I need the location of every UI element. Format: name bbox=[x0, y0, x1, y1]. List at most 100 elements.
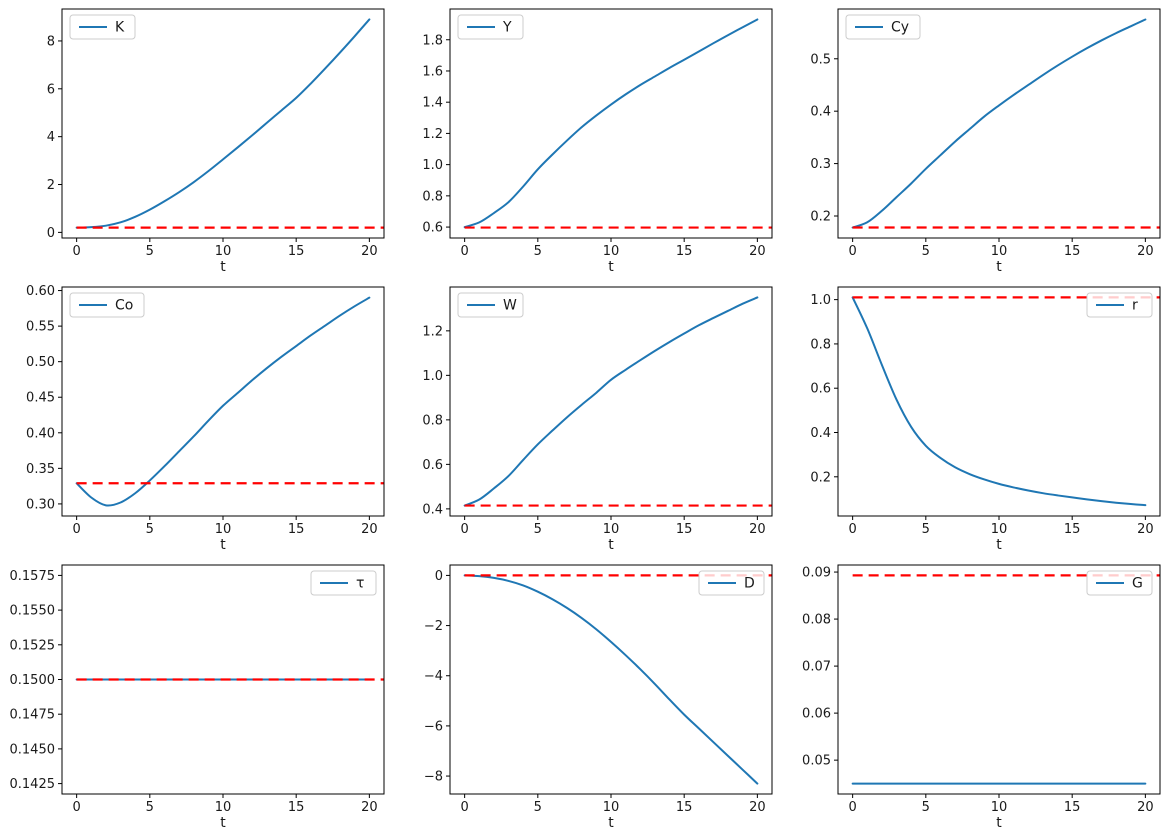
x-tick-label: 15 bbox=[288, 244, 305, 259]
y-tick-label: 0.1525 bbox=[10, 638, 56, 653]
y-tick-label: 0.60 bbox=[26, 284, 55, 299]
x-tick-label: 20 bbox=[749, 244, 766, 259]
x-tick-label: 5 bbox=[534, 244, 542, 259]
y-tick-label: 0.45 bbox=[26, 391, 55, 406]
legend-label: r bbox=[1132, 298, 1138, 314]
x-tick-label: 0 bbox=[848, 522, 856, 537]
legend-D: D bbox=[698, 570, 765, 596]
legend-Y: Y bbox=[457, 14, 524, 40]
legend-label: Cy bbox=[891, 20, 909, 36]
y-tick-label: 0.55 bbox=[26, 320, 55, 335]
x-axis-label: t bbox=[996, 259, 1002, 275]
subplot-Co: 0 5 10 15 20 0.30 0.35 0.40 0.45 0.50 0.55 0.60 t Co bbox=[0, 278, 388, 556]
y-tick-label: 0.09 bbox=[802, 566, 831, 581]
x-tick-label: 15 bbox=[676, 522, 693, 537]
y-tick-label: 0.50 bbox=[26, 355, 55, 370]
x-tick-label: 0 bbox=[72, 244, 80, 259]
plot-svg-tau: 0 5 10 15 200.14250.14500.14750.15000.15250.… bbox=[10, 564, 385, 831]
x-tick-label: 20 bbox=[749, 522, 766, 537]
plot-svg-Cy: 0 5 10 15 20 0.2 0.3 0.4 0.5 t Cy bbox=[810, 8, 1161, 275]
plot-svg-Co: 0 5 10 15 20 0.30 0.35 0.40 0.45 0.50 0.55 0.60 t Co bbox=[26, 284, 385, 553]
axes-spines bbox=[449, 8, 773, 239]
legend-r: r bbox=[1086, 292, 1153, 318]
series-line-Co bbox=[75, 296, 371, 507]
y-tick-label: 0.2 bbox=[810, 209, 831, 224]
x-tick-label: 15 bbox=[676, 244, 693, 259]
legend-label: τ bbox=[356, 576, 364, 592]
series-line-W bbox=[463, 296, 759, 507]
x-tick-label: 0 bbox=[460, 522, 468, 537]
y-tick-label: 0.8 bbox=[422, 189, 443, 204]
subplot-W: 0 5 10 15 20 0.4 0.6 0.8 1.0 1.2 t W bbox=[388, 278, 776, 556]
y-tick-label: −2 bbox=[424, 619, 443, 634]
x-tick-label: 5 bbox=[922, 800, 930, 815]
legend-label: Y bbox=[502, 20, 512, 36]
y-axis-ticks: 0 2 4 6 8 bbox=[47, 34, 62, 241]
y-tick-label: −8 bbox=[424, 770, 443, 785]
y-tick-label: 0.1425 bbox=[10, 777, 56, 792]
x-tick-label: 0 bbox=[72, 800, 80, 815]
legend-tau: τ bbox=[310, 570, 377, 596]
x-axis-label: t bbox=[608, 259, 614, 275]
series-line-K bbox=[75, 18, 371, 229]
y-tick-label: 0.35 bbox=[26, 462, 55, 477]
y-tick-label: 0.1450 bbox=[10, 742, 56, 757]
x-tick-label: 10 bbox=[215, 522, 232, 537]
plot-svg-G: 0 5 10 15 20 0.05 0.06 0.07 0.08 0.09 t G bbox=[802, 564, 1161, 831]
y-tick-label: 0.5 bbox=[810, 52, 831, 67]
y-tick-label: 0.30 bbox=[26, 497, 55, 512]
y-tick-label: 1.0 bbox=[810, 293, 831, 308]
x-tick-label: 20 bbox=[1137, 244, 1154, 259]
x-tick-label: 10 bbox=[215, 800, 232, 815]
y-tick-label: 0 bbox=[435, 569, 443, 584]
y-tick-label: 0.1475 bbox=[10, 708, 56, 723]
y-tick-label: 0.8 bbox=[810, 337, 831, 352]
subplot-r: 0 5 10 15 20 0.2 0.4 0.6 0.8 1.0 t r bbox=[776, 278, 1163, 556]
series-line-D bbox=[463, 574, 759, 785]
x-axis-label: t bbox=[220, 815, 226, 831]
y-tick-label: 0.6 bbox=[810, 382, 831, 397]
y-axis-ticks: 0.1425 0.1450 0.1475 0.1500 0.1525 0.1550 0.15… bbox=[10, 569, 62, 792]
y-tick-label: 1.8 bbox=[422, 33, 443, 48]
x-tick-label: 5 bbox=[146, 522, 154, 537]
x-tick-label: 5 bbox=[146, 800, 154, 815]
axes-spines bbox=[61, 286, 385, 517]
x-tick-label: 20 bbox=[361, 244, 378, 259]
x-tick-label: 0 bbox=[848, 800, 856, 815]
legend-G: G bbox=[1086, 570, 1153, 596]
y-tick-label: 8 bbox=[47, 34, 55, 49]
subplot-G: 0 5 10 15 20 0.05 0.06 0.07 0.08 0.09 t G bbox=[776, 556, 1163, 833]
x-tick-label: 0 bbox=[460, 244, 468, 259]
axes-spines bbox=[837, 286, 1161, 517]
y-tick-label: 0.40 bbox=[26, 426, 55, 441]
y-tick-label: −4 bbox=[424, 669, 443, 684]
y-tick-label: 4 bbox=[47, 130, 55, 145]
plot-svg-K: 0 5 10 15 20 0 2 4 6 8 t K bbox=[47, 8, 385, 275]
subplot-Y: 0 5 10 15 20 0.6 0.8 1.0 1.2 1.4 1.6 1.8 t Y bbox=[388, 0, 776, 278]
y-axis-ticks: 0.30 0.35 0.40 0.45 0.50 0.55 0.60 bbox=[26, 284, 62, 512]
x-tick-label: 10 bbox=[603, 800, 620, 815]
y-tick-label: 0.05 bbox=[802, 754, 831, 769]
x-tick-label: 0 bbox=[848, 244, 856, 259]
series-line-Cy bbox=[851, 18, 1147, 229]
x-tick-label: 5 bbox=[146, 244, 154, 259]
x-tick-label: 20 bbox=[749, 800, 766, 815]
plot-svg-Y: 0 5 10 15 20 0.6 0.8 1.0 1.2 1.4 1.6 1.8 t Y bbox=[422, 8, 773, 275]
x-tick-label: 10 bbox=[991, 522, 1008, 537]
x-axis-ticks: 0 5 10 15 20 bbox=[460, 238, 766, 259]
x-axis-ticks: 0 5 10 15 20 bbox=[848, 238, 1154, 259]
subplot-Cy: 0 5 10 15 20 0.2 0.3 0.4 0.5 t Cy bbox=[776, 0, 1163, 278]
x-axis-label: t bbox=[608, 537, 614, 553]
subplot-D: 0 5 10 15 20 0 −2 −4 −6 −8 t D bbox=[388, 556, 776, 833]
x-axis-ticks: 0 5 10 15 20 bbox=[848, 516, 1154, 537]
x-tick-label: 5 bbox=[922, 244, 930, 259]
x-tick-label: 10 bbox=[215, 244, 232, 259]
axes-spines bbox=[837, 8, 1161, 239]
x-tick-label: 15 bbox=[1064, 522, 1081, 537]
y-tick-label: 0.6 bbox=[422, 221, 443, 236]
y-tick-label: 0.6 bbox=[422, 458, 443, 473]
x-axis-ticks: 0 5 10 15 20 bbox=[72, 238, 378, 259]
x-tick-label: 10 bbox=[603, 244, 620, 259]
y-tick-label: 6 bbox=[47, 82, 55, 97]
y-tick-label: 0.06 bbox=[802, 707, 831, 722]
